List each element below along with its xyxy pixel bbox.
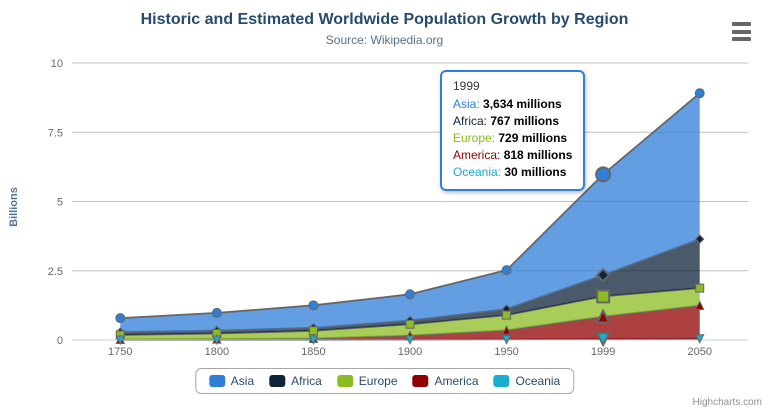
tooltip-series-value: 3,634 millions — [483, 97, 562, 111]
legend-swatch-america — [412, 375, 429, 387]
marker-oceania-1800[interactable] — [212, 335, 222, 346]
legend-label: Europe — [358, 374, 398, 388]
marker-europe-2050[interactable] — [695, 283, 705, 293]
marker-asia-1750[interactable] — [115, 313, 126, 324]
y-axis-label: 0 — [57, 335, 63, 347]
marker-america-2050[interactable] — [694, 300, 705, 310]
tooltip-rows: Asia: 3,634 millions Africa: 767 millions… — [453, 96, 572, 181]
marker-europe-1900[interactable] — [405, 319, 415, 329]
tooltip-row-america: America: 818 millions — [453, 147, 572, 164]
tooltip-series-value: 767 millions — [490, 114, 560, 128]
marker-america-1950[interactable] — [501, 325, 512, 335]
marker-africa-2050[interactable] — [695, 234, 705, 244]
chart-subtitle: Source: Wikipedia.org — [325, 33, 444, 47]
legend-item-oceania[interactable]: Oceania — [493, 374, 561, 388]
x-axis-label: 1999 — [591, 346, 615, 358]
burger-bar — [732, 22, 751, 26]
marker-africa-1999[interactable] — [595, 267, 611, 283]
y-axis-label: 10 — [51, 58, 63, 70]
tooltip-series-name: America: — [453, 148, 504, 162]
marker-asia-1800[interactable] — [211, 307, 222, 318]
burger-bar — [732, 37, 751, 41]
marker-oceania-1850[interactable] — [308, 335, 319, 346]
marker-asia-1850[interactable] — [308, 300, 319, 311]
x-axis-label: 1950 — [494, 346, 518, 358]
legend-item-america[interactable]: America — [412, 374, 479, 388]
legend-swatch-asia — [208, 375, 225, 387]
marker-asia-1900[interactable] — [405, 289, 415, 300]
area-america — [120, 305, 700, 340]
area-asia — [120, 93, 700, 332]
x-axis-label: 1850 — [301, 346, 325, 358]
marker-oceania-1900[interactable] — [405, 335, 415, 345]
marker-oceania-2050[interactable] — [694, 334, 705, 344]
marker-europe-1950[interactable] — [502, 310, 512, 320]
marker-asia-1950[interactable] — [501, 265, 512, 276]
chart-title: Historic and Estimated Worldwide Populat… — [140, 11, 629, 28]
legend-item-asia[interactable]: Asia — [208, 374, 255, 388]
legend-swatch-europe — [336, 375, 353, 387]
legend: Asia Africa Europe America Oceania — [194, 368, 575, 394]
tooltip: 1999 Asia: 3,634 millions Africa: 767 mil… — [440, 70, 586, 191]
tooltip-row-europe: Europe: 729 millions — [453, 130, 572, 147]
marker-oceania-1999[interactable] — [595, 332, 611, 348]
marker-oceania-1950[interactable] — [501, 335, 512, 345]
x-axis-label: 1900 — [398, 346, 422, 358]
marker-europe-1999[interactable] — [596, 289, 611, 304]
marker-asia-1999[interactable] — [595, 166, 612, 183]
burger-bar — [732, 29, 751, 34]
legend-item-europe[interactable]: Europe — [336, 374, 398, 388]
tooltip-series-name: Asia: — [453, 97, 484, 111]
x-axis-label: 1750 — [108, 346, 132, 358]
marker-asia-2050[interactable] — [694, 88, 705, 99]
tooltip-series-name: Africa: — [453, 114, 491, 128]
y-axis-label: 7.5 — [48, 127, 63, 139]
tooltip-series-name: Oceania: — [453, 165, 505, 179]
legend-swatch-africa — [269, 375, 286, 387]
legend-swatch-oceania — [493, 375, 510, 387]
legend-label: Asia — [230, 374, 255, 388]
y-axis-label: 2.5 — [48, 266, 63, 278]
tooltip-series-value: 818 millions — [503, 148, 573, 162]
credits-link[interactable]: Highcharts.com — [692, 397, 762, 408]
legend-label: Africa — [291, 374, 322, 388]
tooltip-row-oceania: Oceania: 30 millions — [453, 164, 572, 181]
tooltip-title: 1999 — [453, 79, 480, 93]
marker-america-1999[interactable] — [595, 308, 611, 324]
legend-label: America — [434, 374, 479, 388]
tooltip-series-name: Europe: — [453, 131, 499, 145]
tooltip-row-asia: Asia: 3,634 millions — [453, 96, 572, 113]
marker-europe-1850[interactable] — [308, 326, 318, 336]
marker-oceania-1750[interactable] — [115, 335, 126, 346]
tooltip-row-africa: Africa: 767 millions — [453, 113, 572, 130]
tooltip-series-value: 30 millions — [504, 165, 567, 179]
y-axis-label: 5 — [57, 197, 63, 209]
x-axis-label: 2050 — [687, 346, 711, 358]
area-africa — [120, 239, 700, 335]
x-axis-label: 1800 — [205, 346, 229, 358]
legend-item-africa[interactable]: Africa — [269, 374, 322, 388]
legend-label: Oceania — [515, 374, 561, 388]
tooltip-series-value: 729 millions — [498, 131, 568, 145]
y-axis-title: Billions — [8, 187, 20, 227]
export-menu-icon[interactable] — [732, 22, 751, 41]
